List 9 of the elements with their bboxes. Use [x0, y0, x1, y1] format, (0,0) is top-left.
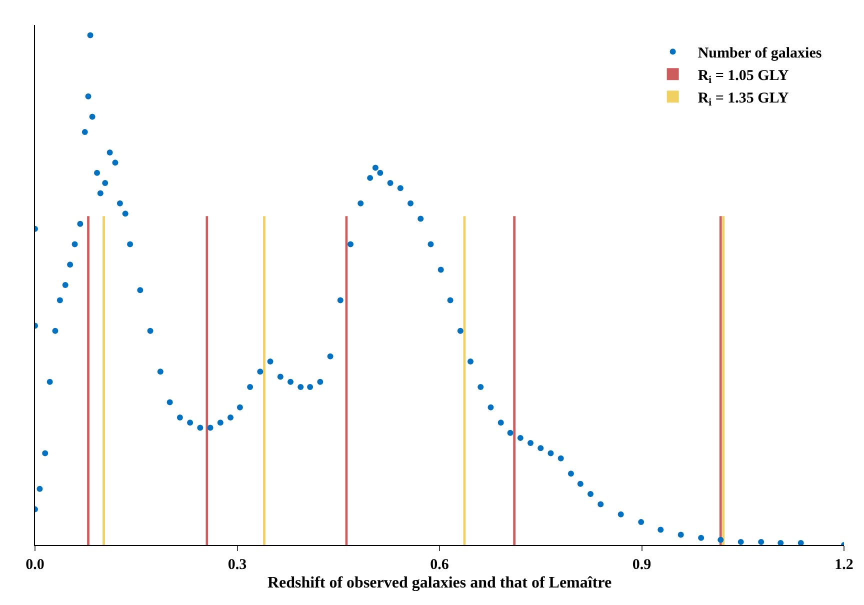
- x-tick-label: 0.3: [228, 557, 247, 573]
- legend-label: R$_{i}$ = 1.35 GLY: [698, 90, 789, 109]
- x-tick-label: 0.0: [26, 557, 44, 573]
- legend-label: R$_{i}$ = 1.05 GLY: [698, 68, 789, 86]
- x-tick-label: 0.9: [632, 557, 652, 573]
- legend-label: Number of galaxies: [698, 46, 822, 62]
- x-tick-label: 1.2: [834, 557, 854, 573]
- x-tick-label: 0.6: [430, 557, 450, 573]
- x-axis-title: Redshift of observed galaxies and that of Lemaître: [267, 574, 612, 592]
